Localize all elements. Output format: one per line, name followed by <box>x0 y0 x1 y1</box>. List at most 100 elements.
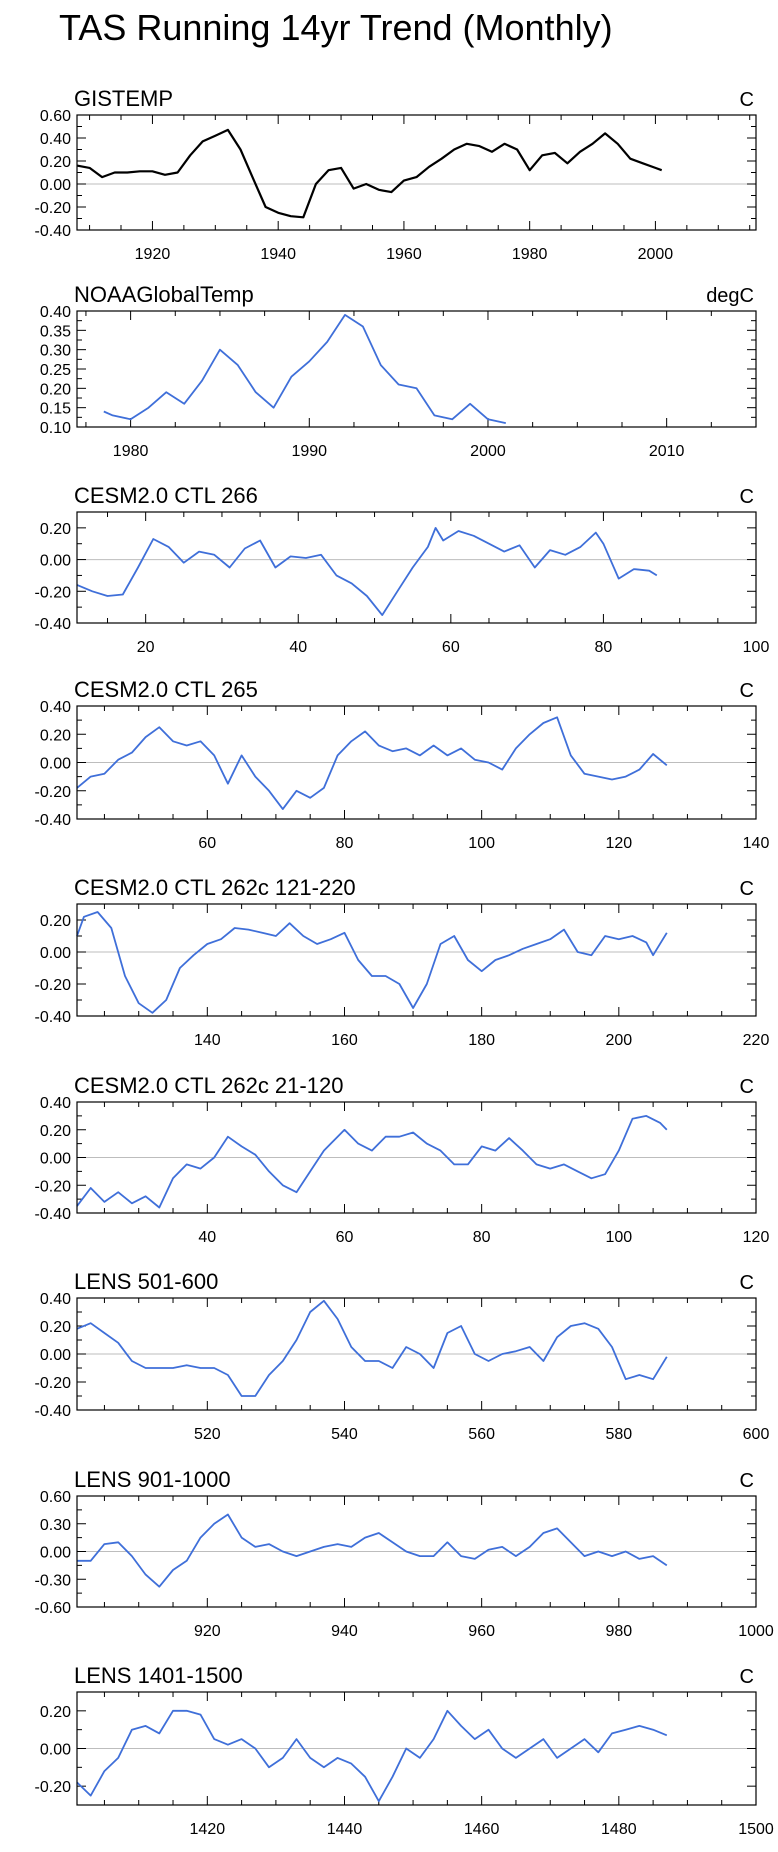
y-tick-label: 0.35 <box>40 323 71 340</box>
y-tick-label: 0.00 <box>40 756 71 773</box>
y-tick-label: -0.20 <box>35 784 72 801</box>
series-line <box>77 1513 668 1588</box>
series-line <box>76 716 668 810</box>
x-tick-label: 1960 <box>386 246 422 263</box>
panels: GISTEMP C -0.40 -0.20 0.00 0.20 0.40 0.60 1920 19… <box>35 86 774 1838</box>
panel-label: CESM2.0 CTL 265 <box>74 677 258 702</box>
x-tick-label: 1000 <box>738 1623 774 1640</box>
panel-units: degC <box>706 285 754 307</box>
x-tick-label: 940 <box>331 1623 358 1640</box>
x-tick-label: 2010 <box>649 443 685 460</box>
x-tick-label: 1940 <box>260 246 296 263</box>
panel-1: GISTEMP C -0.40 -0.20 0.00 0.20 0.40 0.60 1920 19… <box>35 86 757 263</box>
x-tick-label: 120 <box>743 1229 770 1246</box>
plot-frame <box>76 705 757 820</box>
panel-units: C <box>740 89 754 111</box>
y-tick-label: 0.00 <box>40 945 71 962</box>
y-tick-label: 0.20 <box>40 727 71 744</box>
panel-label: LENS 901-1000 <box>74 1467 231 1492</box>
y-tick-label: -0.40 <box>35 1009 72 1026</box>
y-tick-label: 0.00 <box>40 1742 71 1759</box>
x-tick-label: 980 <box>605 1623 632 1640</box>
y-tick-label: 0.20 <box>40 913 71 930</box>
y-tick-label: 0.25 <box>40 362 71 379</box>
panel-label: LENS 501-600 <box>74 1269 218 1294</box>
panel-4: CESM2.0 CTL 265 C -0.40 -0.20 0.00 0.20 0.40 60… <box>35 677 770 852</box>
y-tick-label: 0.10 <box>40 420 71 437</box>
y-tick-label: 0.40 <box>40 304 71 321</box>
x-tick-label: 1480 <box>601 1821 637 1838</box>
panel-units: C <box>740 486 754 508</box>
y-tick-label: 0.40 <box>40 699 71 716</box>
y-tick-label: -0.20 <box>35 1779 72 1796</box>
y-tick-label: -0.20 <box>35 584 72 601</box>
y-tick-label: -0.40 <box>35 223 72 240</box>
y-tick-label: 0.00 <box>40 1151 71 1168</box>
x-tick-label: 60 <box>198 835 216 852</box>
panel-units: C <box>740 1470 754 1492</box>
x-tick-label: 40 <box>198 1229 216 1246</box>
x-tick-label: 1500 <box>738 1821 774 1838</box>
y-tick-label: 0.00 <box>40 553 71 570</box>
x-tick-label: 1420 <box>190 1821 226 1838</box>
y-tick-label: 0.60 <box>40 1489 71 1506</box>
y-tick-label: 0.30 <box>40 343 71 360</box>
panel-7: LENS 501-600 C -0.40 -0.20 0.00 0.20 0.40 520 54… <box>35 1269 770 1443</box>
y-tick-label: -0.20 <box>35 200 72 217</box>
y-tick-label: -0.40 <box>35 812 72 829</box>
x-tick-label: 80 <box>595 639 613 656</box>
x-tick-label: 180 <box>468 1032 495 1049</box>
x-tick-label: 160 <box>331 1032 358 1049</box>
x-tick-label: 580 <box>605 1426 632 1443</box>
series-line <box>76 128 663 219</box>
x-tick-label: 520 <box>194 1426 221 1443</box>
panel-label: CESM2.0 CTL 262c 121-220 <box>74 875 356 900</box>
x-tick-label: 60 <box>442 639 460 656</box>
panel-2: NOAAGlobalTemp degC 0.10 0.15 0.20 0.25 0.30 0.… <box>40 282 757 460</box>
panel-label: NOAAGlobalTemp <box>74 282 254 307</box>
y-tick-label: 0.40 <box>40 1095 71 1112</box>
panel-units: C <box>740 1666 754 1688</box>
x-tick-label: 2000 <box>470 443 506 460</box>
y-tick-label: 0.30 <box>40 1517 71 1534</box>
plot-frame <box>76 1495 757 1608</box>
panel-units: C <box>740 680 754 702</box>
x-tick-label: 1980 <box>512 246 548 263</box>
series-line <box>103 313 506 424</box>
x-tick-label: 920 <box>194 1623 221 1640</box>
panel-5: CESM2.0 CTL 262c 121-220 C -0.40 -0.20 0.00 0… <box>35 875 770 1049</box>
panel-label: LENS 1401-1500 <box>74 1663 243 1688</box>
x-tick-label: 100 <box>605 1229 632 1246</box>
y-tick-label: 0.40 <box>40 131 71 148</box>
plot-frame <box>76 1101 757 1214</box>
series-line <box>76 527 658 616</box>
plot-frame <box>76 310 757 428</box>
panel-label: GISTEMP <box>74 86 173 111</box>
plot-frame <box>76 1297 757 1411</box>
plot-frame <box>76 1691 757 1806</box>
y-tick-label: -0.30 <box>35 1572 72 1589</box>
x-tick-label: 40 <box>289 639 307 656</box>
y-tick-label: 0.00 <box>40 1545 71 1562</box>
x-tick-label: 220 <box>743 1032 770 1049</box>
y-tick-label: 0.15 <box>40 401 71 418</box>
x-tick-label: 140 <box>194 1032 221 1049</box>
y-tick-label: 0.20 <box>40 154 71 171</box>
y-tick-label: 0.20 <box>40 1123 71 1140</box>
x-tick-label: 1990 <box>291 443 327 460</box>
panel-units: C <box>740 1076 754 1098</box>
y-tick-label: 0.00 <box>40 1347 71 1364</box>
x-tick-label: 960 <box>468 1623 495 1640</box>
x-tick-label: 1460 <box>464 1821 500 1838</box>
y-tick-label: -0.60 <box>35 1600 72 1617</box>
x-tick-label: 1980 <box>113 443 149 460</box>
x-tick-label: 600 <box>743 1426 770 1443</box>
series-line <box>76 1299 668 1397</box>
series-line <box>76 1115 668 1209</box>
x-tick-label: 200 <box>605 1032 632 1049</box>
x-tick-label: 1440 <box>327 1821 363 1838</box>
plot-frame <box>76 903 757 1017</box>
y-tick-label: -0.20 <box>35 977 72 994</box>
panel-6: CESM2.0 CTL 262c 21-120 C -0.40 -0.20 0.00 0.… <box>35 1073 770 1246</box>
